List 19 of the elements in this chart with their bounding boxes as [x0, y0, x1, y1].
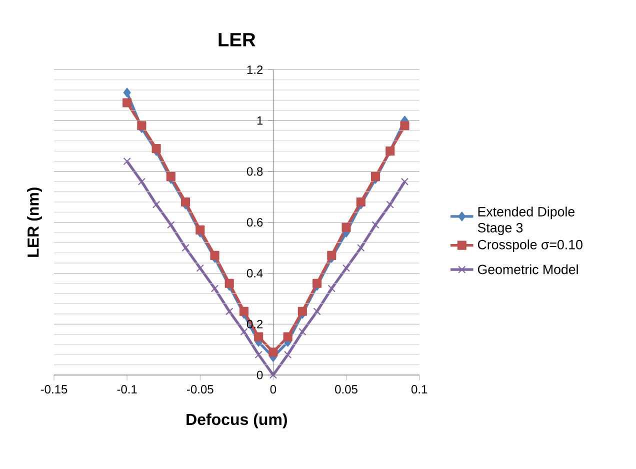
- x-tick-label: -0.15: [40, 385, 68, 394]
- y-tick-label: 0: [256, 370, 263, 380]
- x-tick-label: 0.1: [411, 385, 428, 394]
- y-tick-label: 0.8: [246, 167, 263, 176]
- y-tick-label: 0.4: [246, 268, 263, 278]
- x-tick-label: -0.1: [117, 385, 137, 394]
- x-tick-label: 0: [270, 385, 276, 394]
- chart-title: LER: [218, 33, 256, 46]
- legend-label: Crosspole σ=0.10: [478, 240, 582, 252]
- x-tick-label: -0.05: [187, 385, 214, 394]
- y-tick-label: 0.2: [246, 320, 263, 328]
- y-tick-label: 0.6: [246, 218, 263, 227]
- y-axis-title: LER (nm): [27, 188, 42, 257]
- x-axis-title: Defocus (um): [186, 413, 287, 428]
- y-tick-label: 1.2: [247, 65, 263, 74]
- y-tick-label: 1: [257, 116, 263, 125]
- legend-label: Extended Dipole Stage 3: [478, 206, 574, 236]
- x-tick-label: 0.05: [335, 385, 358, 394]
- legend-label: Geometric Model: [478, 264, 578, 274]
